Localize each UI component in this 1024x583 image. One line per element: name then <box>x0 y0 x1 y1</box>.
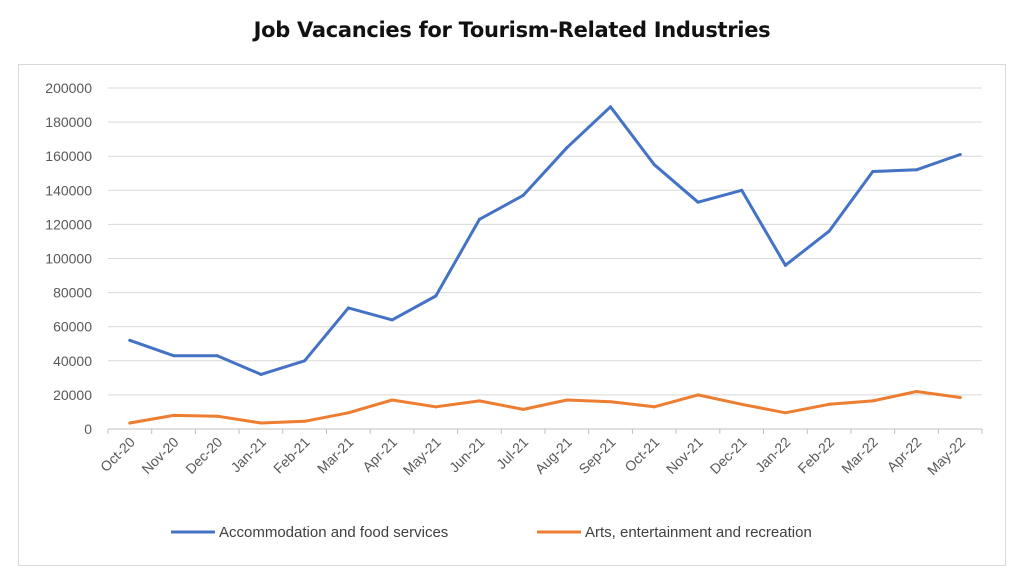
y-tick-label: 20000 <box>53 387 92 403</box>
data-point <box>609 400 613 404</box>
data-point <box>434 405 438 409</box>
x-tick-label: May-21 <box>400 434 444 478</box>
legend: Accommodation and food services Arts, ent… <box>171 524 812 541</box>
y-tick-label: 40000 <box>53 353 92 369</box>
data-point <box>346 411 350 415</box>
legend-label: Accommodation and food services <box>219 524 448 541</box>
data-point <box>958 152 962 156</box>
y-tick-label: 160000 <box>45 148 92 164</box>
data-point <box>215 354 219 358</box>
x-tick-label: Jun-21 <box>446 434 488 476</box>
data-point <box>652 405 656 409</box>
x-tick-label: Aug-21 <box>532 434 575 477</box>
x-axis-ticks: Oct-20 Nov-20 Dec-20 Jan-21 Feb-21 Mar-21 Apr-… <box>97 434 968 478</box>
data-point <box>434 294 438 298</box>
data-point <box>565 398 569 402</box>
x-tick-label: Dec-20 <box>182 434 225 477</box>
data-point <box>215 414 219 418</box>
y-tick-label: 60000 <box>53 319 92 335</box>
series-lines <box>128 105 962 425</box>
data-point <box>740 188 744 192</box>
chart-title: Job Vacancies for Tourism-Related Indust… <box>253 18 771 42</box>
x-tick-label: May-22 <box>924 434 968 478</box>
x-tick-label: Nov-20 <box>138 434 181 477</box>
data-point <box>390 398 394 402</box>
x-tick-label: Mar-21 <box>314 434 357 477</box>
data-point <box>652 163 656 167</box>
data-point <box>259 421 263 425</box>
data-point <box>521 193 525 197</box>
x-tick-label: Sep-21 <box>575 434 618 477</box>
x-tick-label: Apr-21 <box>359 434 400 475</box>
y-tick-label: 200000 <box>45 80 92 96</box>
x-tick-label: Apr-22 <box>884 434 925 475</box>
x-tick-label: Jul-21 <box>493 434 531 472</box>
data-point <box>740 402 744 406</box>
series-line-1 <box>128 390 962 425</box>
gridlines <box>108 87 982 396</box>
series-line-0 <box>128 105 962 376</box>
y-axis-ticks: 0 20000 40000 60000 80000 100000 120000 140000 1… <box>45 80 92 437</box>
x-tick-label: Feb-21 <box>270 434 313 477</box>
data-point <box>390 318 394 322</box>
data-point <box>871 399 875 403</box>
data-point <box>783 411 787 415</box>
data-point <box>827 402 831 406</box>
data-point <box>172 413 176 417</box>
y-tick-label: 0 <box>84 421 92 437</box>
data-point <box>958 395 962 399</box>
data-point <box>609 105 613 109</box>
data-point <box>477 217 481 221</box>
x-tick-label: Mar-22 <box>838 434 881 477</box>
data-point <box>914 168 918 172</box>
y-tick-label: 120000 <box>45 216 92 232</box>
data-point <box>696 393 700 397</box>
data-point <box>783 263 787 267</box>
x-axis <box>107 428 983 434</box>
data-point <box>303 359 307 363</box>
x-tick-label: Oct-20 <box>97 434 138 475</box>
data-point <box>259 372 263 376</box>
y-tick-label: 140000 <box>45 182 92 198</box>
data-point <box>521 407 525 411</box>
data-point <box>303 419 307 423</box>
y-tick-label: 100000 <box>45 251 92 267</box>
x-tick-label: Oct-21 <box>621 434 662 475</box>
data-point <box>172 354 176 358</box>
data-point <box>346 306 350 310</box>
x-tick-label: Nov-21 <box>663 434 706 477</box>
x-tick-label: Jan-21 <box>227 434 269 476</box>
legend-label: Arts, entertainment and recreation <box>585 524 812 541</box>
data-point <box>871 170 875 174</box>
data-point <box>696 200 700 204</box>
data-point <box>565 146 569 150</box>
data-point <box>914 389 918 393</box>
y-tick-label: 80000 <box>53 285 92 301</box>
y-tick-label: 180000 <box>45 114 92 130</box>
data-point <box>827 229 831 233</box>
x-tick-label: Jan-22 <box>752 434 794 476</box>
data-point <box>128 421 132 425</box>
data-point <box>128 338 132 342</box>
data-point <box>477 399 481 403</box>
chart-frame <box>18 64 1006 566</box>
x-tick-label: Dec-21 <box>707 434 750 477</box>
x-tick-label: Feb-22 <box>794 434 837 477</box>
